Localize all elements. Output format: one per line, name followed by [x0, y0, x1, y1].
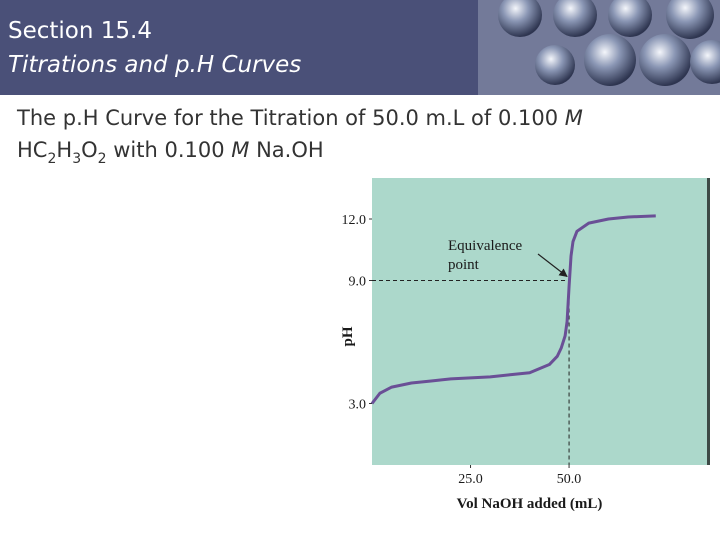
x-tick-label: 25.0: [458, 472, 483, 487]
text-run: with 0.100: [107, 138, 232, 162]
annotation-arrow: [537, 253, 568, 278]
ph-curve: [370, 214, 656, 405]
plot-area: [372, 178, 707, 465]
y-tick-label: 3.0: [349, 398, 367, 413]
text-run: H: [56, 138, 72, 162]
annotation: point: [448, 257, 480, 273]
x-tick-label: 50.0: [557, 472, 582, 487]
text-run: The p.H Curve for the Titration of 50.0 …: [16, 106, 565, 130]
text-run: M: [231, 138, 249, 162]
y-axis-label: pH: [340, 326, 356, 346]
subscript: 2: [98, 151, 107, 167]
section-label: Section 15.4: [8, 18, 152, 44]
plot-shadow: [707, 178, 710, 465]
y-tick-label: 12.0: [342, 213, 367, 228]
x-axis-label: Vol NaOH added (mL): [457, 496, 603, 512]
y-tick-label: 9.0: [349, 275, 367, 290]
text-run: M: [565, 106, 583, 130]
subscript: 3: [72, 151, 81, 167]
body-line: HC2H3O2 with 0.100 M Na.OH: [17, 138, 324, 167]
annotation: Equivalence: [448, 238, 522, 254]
slide-title: Titrations and p.H Curves: [8, 52, 301, 78]
subscript: 2: [47, 151, 56, 167]
body-line: The p.H Curve for the Titration of 50.0 …: [16, 106, 583, 130]
text-run: Na.OH: [249, 138, 323, 162]
text-run: HC: [17, 138, 47, 162]
chart: 3.0 9.0 12.0 25.0 50.0 Equivalence point Vol Na…: [340, 178, 710, 512]
text-run: O: [81, 138, 98, 162]
decor-spheres: [498, 0, 720, 86]
header-title-box: [0, 0, 478, 95]
